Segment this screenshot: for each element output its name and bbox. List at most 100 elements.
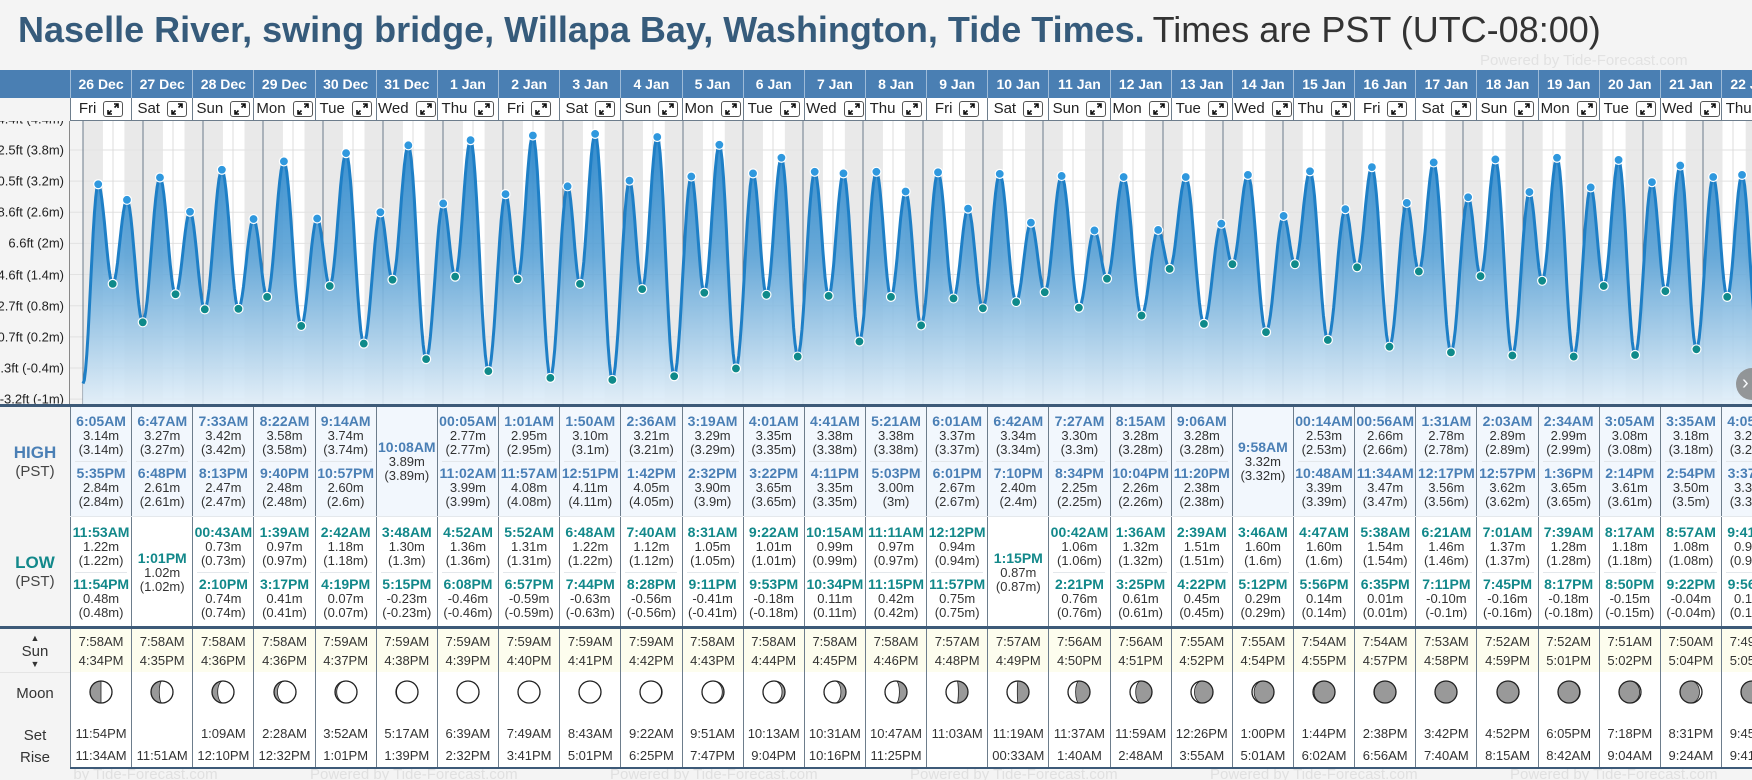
high-tide-point: [1278, 210, 1289, 222]
moon-cell: 11:03AM: [926, 672, 987, 767]
expand-day-button[interactable]: [166, 101, 187, 117]
low-tide-cell: 1:36AM 1.32m (1.32m) 3:25PM 0.61m (0.61m): [1109, 517, 1171, 627]
moonrise-time: 3:55AM: [1179, 748, 1225, 763]
high-tide-height: 2.66m: [1367, 428, 1404, 443]
low-tide-cell: 1:15PM 0.87m (0.87m): [987, 517, 1048, 627]
expand-day-button[interactable]: [1451, 101, 1472, 117]
date-header: 30 Dec: [314, 70, 376, 98]
y-axis-label: 2.7ft (0.8m): [0, 298, 64, 314]
expand-day-button[interactable]: [531, 101, 552, 117]
low-tide-time: 6:57PM: [504, 575, 554, 592]
expand-day-button[interactable]: [1635, 101, 1656, 117]
low-tide-time: 9:22AM: [748, 523, 799, 540]
date-label: 3 Jan: [572, 76, 609, 92]
low-tide-height-alt: (-0.04m): [1666, 604, 1716, 620]
moonset-time: 11:54PM: [75, 726, 127, 741]
high-tide-cell: 6:01AM 3.37m (3.37m) 6:01PM 2.67m (2.67m): [926, 407, 987, 516]
high-tide-height-alt: (2.89m): [1485, 442, 1530, 457]
low-tide-time: 10:15AM: [806, 523, 864, 540]
high-tide-height-alt: (3.89m): [384, 468, 430, 483]
next-arrow-button[interactable]: ›: [1736, 368, 1752, 400]
low-tide-height: 1.60m: [1306, 538, 1343, 554]
moonrise-time: 5:01PM: [567, 748, 613, 763]
low-tide-cell: 3:46AM 1.60m (1.6m) 5:12PM 0.29m (0.29m): [1231, 517, 1293, 627]
entry-separator: [1298, 461, 1351, 462]
low-tide-entry: 5:12PM 0.29m (0.29m): [1238, 573, 1287, 624]
expand-icon: [847, 103, 860, 115]
expand-day-button[interactable]: [230, 101, 251, 117]
date-label: 12 Jan: [1118, 76, 1163, 92]
high-tide-height: 3.50m: [1672, 480, 1710, 495]
expand-day-button[interactable]: [1148, 101, 1169, 117]
y-axis-label: 14.4ft (4.4m): [0, 121, 64, 126]
high-tide-point: [747, 168, 759, 179]
powered-by-watermark: Powered by Tide-Forecast.com: [310, 769, 518, 780]
expand-day-button[interactable]: [843, 101, 864, 117]
high-tide-entry: 11:34AM 3.47m (3.47m): [1357, 462, 1414, 513]
expand-day-button[interactable]: [959, 101, 980, 117]
high-tide-entries: 3:35AM 3.18m (3.18m) 2:54PM 3.50m (3.5m): [1661, 407, 1721, 516]
expand-day-button[interactable]: [1271, 101, 1292, 117]
low-tide-height-alt: (1.6m): [1244, 552, 1282, 568]
expand-day-button[interactable]: [415, 101, 436, 117]
expand-day-button[interactable]: [902, 101, 923, 117]
high-tide-entry: 5:03PM 3.00m (3m): [871, 462, 920, 513]
weekday-label: Sun: [624, 100, 652, 117]
low-tide-point: [1198, 318, 1210, 329]
expand-day-button[interactable]: [1207, 101, 1228, 117]
high-tide-cell: 2:03AM 2.89m (2.89m) 12:57PM 3.62m (3.62m): [1476, 407, 1537, 516]
moon-outline: [578, 680, 602, 704]
high-tide-cell: 6:42AM 3.34m (3.34m) 7:10PM 2.40m (2.4m): [987, 407, 1048, 516]
sunset-time: 4:46PM: [873, 653, 919, 668]
expand-day-button[interactable]: [103, 101, 124, 117]
moon-outline: [1128, 680, 1153, 704]
high-tide-entries: 00:56AM 2.66m (2.66m) 11:34AM 3.47m (3.47m): [1355, 407, 1415, 516]
low-tide-entries: 11:11AM 0.97m (0.97m) 11:15PM 0.42m (0.42m): [866, 517, 926, 627]
sunrise-time: 7:58AM: [139, 634, 185, 649]
low-tide-height-alt: (1.51m): [1179, 552, 1225, 568]
expand-day-button[interactable]: [1086, 101, 1107, 117]
weekday-label: Fri: [1362, 100, 1381, 117]
expand-day-button[interactable]: [1514, 101, 1535, 117]
high-tide-cell: 8:22AM 3.58m (3.58m) 9:40PM 2.48m (2.48m): [253, 407, 314, 516]
entry-separator: [686, 571, 739, 573]
moon-lit-part: [1006, 680, 1019, 704]
expand-day-button[interactable]: [292, 101, 313, 117]
low-tide-entries: 5:52AM 1.31m (1.31m) 6:57PM -0.59m (-0.59m): [499, 517, 559, 627]
expand-day-button[interactable]: [779, 101, 800, 117]
moon-cell: 8:43AM 5:01PM: [559, 672, 620, 767]
high-tide-time: 4:05AM: [1727, 413, 1752, 429]
high-tide-height: 3.37m: [939, 428, 976, 443]
high-tide-point: [1463, 192, 1474, 203]
low-tide-entry: 00:42AM 1.06m (1.06m): [1051, 521, 1109, 572]
expand-day-button[interactable]: [1330, 101, 1351, 117]
entry-separator: [625, 461, 678, 462]
expand-day-button[interactable]: [1387, 101, 1408, 117]
sunset-time: 4:50PM: [1057, 653, 1102, 668]
high-tide-point: [93, 179, 104, 190]
low-tide-time: 3:48AM: [381, 523, 432, 540]
high-tide-height: 3.47m: [1367, 480, 1404, 495]
sunset-time: 4:45PM: [812, 653, 858, 668]
high-tide-height: 2.95m: [511, 428, 548, 443]
expand-day-button[interactable]: [595, 101, 616, 117]
moon-phase-icon: [334, 680, 358, 704]
sun-label-text: Sun: [21, 643, 49, 660]
expand-day-button[interactable]: [1023, 101, 1044, 117]
expand-day-button[interactable]: [1699, 101, 1720, 117]
expand-day-button[interactable]: [351, 101, 372, 117]
high-tide-entry: 2:03AM 2.89m (2.89m): [1483, 410, 1533, 461]
date-label: 31 Dec: [384, 76, 430, 92]
low-tide-entry: 8:17PM -0.18m (-0.18m): [1544, 573, 1593, 624]
expand-day-button[interactable]: [658, 101, 679, 117]
expand-day-button[interactable]: [1576, 101, 1597, 117]
entry-separator: [1053, 571, 1106, 573]
moon-phase-icon: [1128, 680, 1153, 704]
high-tide-time: 3:37PM: [1727, 465, 1752, 481]
sunrise-time: 7:50AM: [1668, 634, 1714, 649]
high-tide-height-alt: (3.34m): [995, 442, 1041, 457]
weekday-cell: Sat: [559, 98, 620, 120]
expand-day-button[interactable]: [474, 101, 495, 117]
expand-day-button[interactable]: [720, 101, 741, 117]
low-tide-cell: 4:52AM 1.36m (1.36m) 6:08PM -0.46m (-0.46m): [436, 517, 498, 627]
